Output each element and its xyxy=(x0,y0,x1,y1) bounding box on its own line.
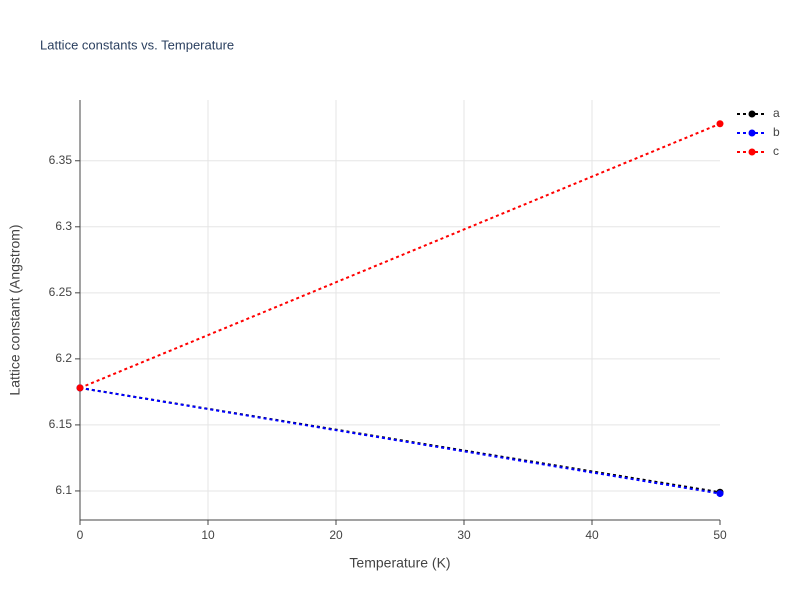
legend-marker xyxy=(748,110,756,118)
chart-title: Lattice constants vs. Temperature xyxy=(40,37,234,52)
x-tick-label: 50 xyxy=(713,528,727,542)
point xyxy=(76,384,84,392)
x-axis-title: Temperature (K) xyxy=(349,555,450,571)
legend-marker xyxy=(748,148,756,156)
point xyxy=(716,120,724,128)
x-tick-label: 30 xyxy=(457,528,471,542)
y-tick-label: 6.2 xyxy=(55,351,72,365)
series-line xyxy=(79,122,721,389)
y-axis-title: Lattice constant (Angstrom) xyxy=(7,224,23,395)
y-tick-label: 6.35 xyxy=(49,153,73,167)
y-tick-label: 6.15 xyxy=(49,417,73,431)
y-tick-label: 6.25 xyxy=(49,285,73,299)
legend-marker xyxy=(748,129,756,137)
x-tick-label: 20 xyxy=(329,528,343,542)
legend-label: c xyxy=(773,144,779,158)
x-tick-label: 0 xyxy=(77,528,84,542)
series-line xyxy=(79,386,721,495)
legend-label: b xyxy=(773,125,780,139)
y-tick-label: 6.1 xyxy=(55,483,72,497)
point xyxy=(716,490,724,498)
x-tick-label: 10 xyxy=(201,528,215,542)
legend-label: a xyxy=(773,106,780,120)
x-tick-label: 40 xyxy=(585,528,599,542)
y-tick-label: 6.3 xyxy=(55,219,72,233)
